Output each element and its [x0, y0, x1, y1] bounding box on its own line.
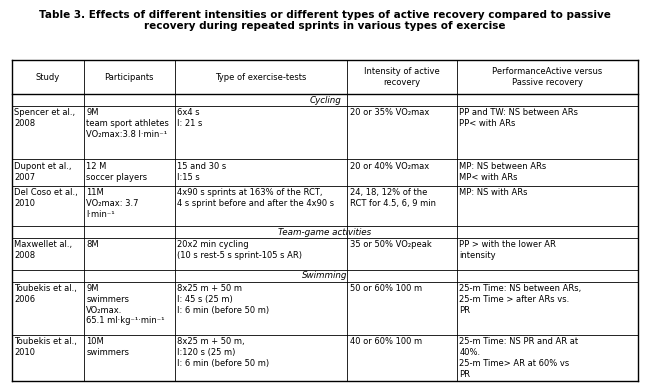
Text: Participants: Participants	[105, 73, 154, 81]
Text: recovery during repeated sprints in various types of exercise: recovery during repeated sprints in vari…	[144, 21, 506, 31]
Text: 35 or 50% VO₂peak: 35 or 50% VO₂peak	[350, 241, 432, 249]
Text: Maxwellet al.,
2008: Maxwellet al., 2008	[14, 241, 72, 260]
Text: 15 and 30 s
I:15 s: 15 and 30 s I:15 s	[177, 162, 226, 182]
Text: Study: Study	[36, 73, 60, 81]
Text: Toubekis et al.,
2010: Toubekis et al., 2010	[14, 337, 77, 357]
Text: 12 M
soccer players: 12 M soccer players	[86, 162, 148, 182]
Text: 24, 18, 12% of the
RCT for 4.5, 6, 9 min: 24, 18, 12% of the RCT for 4.5, 6, 9 min	[350, 189, 436, 208]
Text: 9M
swimmers
VO₂max.
65.1 ml·kg⁻¹·min⁻¹: 9M swimmers VO₂max. 65.1 ml·kg⁻¹·min⁻¹	[86, 284, 165, 325]
Text: 50 or 60% 100 m: 50 or 60% 100 m	[350, 284, 422, 293]
Text: MP: NS between ARs
MP< with ARs: MP: NS between ARs MP< with ARs	[459, 162, 547, 182]
Text: Spencer et al.,
2008: Spencer et al., 2008	[14, 109, 75, 128]
Text: 6x4 s
I: 21 s: 6x4 s I: 21 s	[177, 109, 203, 128]
Text: 4x90 s sprints at 163% of the RCT,
4 s sprint before and after the 4x90 s: 4x90 s sprints at 163% of the RCT, 4 s s…	[177, 189, 334, 208]
Text: Intensity of active
recovery: Intensity of active recovery	[364, 67, 439, 87]
Text: MP: NS with ARs: MP: NS with ARs	[459, 189, 528, 197]
Text: 20 or 40% VO₂max: 20 or 40% VO₂max	[350, 162, 429, 171]
Text: PerformanceActive versus
Passive recovery: PerformanceActive versus Passive recover…	[492, 67, 603, 87]
Text: 25-m Time: NS between ARs,
25-m Time > after ARs vs.
PR: 25-m Time: NS between ARs, 25-m Time > a…	[459, 284, 582, 315]
Text: Type of exercise-tests: Type of exercise-tests	[215, 73, 306, 81]
Text: 40 or 60% 100 m: 40 or 60% 100 m	[350, 337, 422, 346]
Text: Team-game activities: Team-game activities	[278, 228, 372, 237]
Text: Toubekis et al.,
2006: Toubekis et al., 2006	[14, 284, 77, 304]
Text: 8M: 8M	[86, 241, 99, 249]
Text: 20x2 min cycling
(10 s rest-5 s sprint-105 s AR): 20x2 min cycling (10 s rest-5 s sprint-1…	[177, 241, 302, 260]
Text: 11M
VO₂max: 3.7
l·min⁻¹: 11M VO₂max: 3.7 l·min⁻¹	[86, 189, 139, 219]
Text: 8x25 m + 50 m
I: 45 s (25 m)
I: 6 min (before 50 m): 8x25 m + 50 m I: 45 s (25 m) I: 6 min (b…	[177, 284, 269, 315]
Text: PP > with the lower AR
intensity: PP > with the lower AR intensity	[459, 241, 556, 260]
Text: 25-m Time: NS PR and AR at
40%.
25-m Time> AR at 60% vs
PR: 25-m Time: NS PR and AR at 40%. 25-m Tim…	[459, 337, 578, 379]
Text: Del Coso et al.,
2010: Del Coso et al., 2010	[14, 189, 78, 208]
Text: Table 3. Effects of different intensities or different types of active recovery : Table 3. Effects of different intensitie…	[39, 10, 611, 20]
Text: Dupont et al.,
2007: Dupont et al., 2007	[14, 162, 72, 182]
Text: Swimming: Swimming	[302, 271, 348, 280]
Text: 10M
swimmers: 10M swimmers	[86, 337, 129, 357]
Text: 8x25 m + 50 m,
I:120 s (25 m)
I: 6 min (before 50 m): 8x25 m + 50 m, I:120 s (25 m) I: 6 min (…	[177, 337, 269, 368]
Text: PP and TW: NS between ARs
PP< with ARs: PP and TW: NS between ARs PP< with ARs	[459, 109, 578, 128]
Text: 20 or 35% VO₂max: 20 or 35% VO₂max	[350, 109, 429, 118]
Text: Cycling: Cycling	[309, 95, 341, 105]
Text: 9M
team sport athletes
VO₂max:3.8 l·min⁻¹: 9M team sport athletes VO₂max:3.8 l·min⁻…	[86, 109, 169, 139]
